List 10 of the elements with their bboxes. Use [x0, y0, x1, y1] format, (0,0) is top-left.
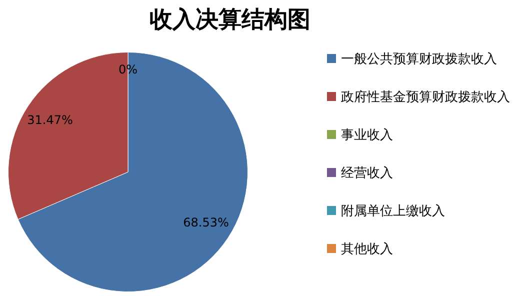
- legend-label: 附属单位上缴收入: [341, 203, 445, 220]
- text: 0%: [118, 62, 138, 76]
- legend-label: 一般公共预算财政拨款收入: [341, 51, 497, 68]
- data-label: 31.47%: [27, 112, 73, 127]
- chart-title: 收入决算结构图: [148, 6, 312, 35]
- legend-label: 经营收入: [341, 165, 393, 182]
- legend-label: 政府性基金预算财政拨款收入: [341, 89, 510, 106]
- legend-label: 事业收入: [341, 127, 393, 144]
- legend-label: 其他收入: [341, 241, 393, 258]
- data-label: 68.53%: [183, 215, 229, 230]
